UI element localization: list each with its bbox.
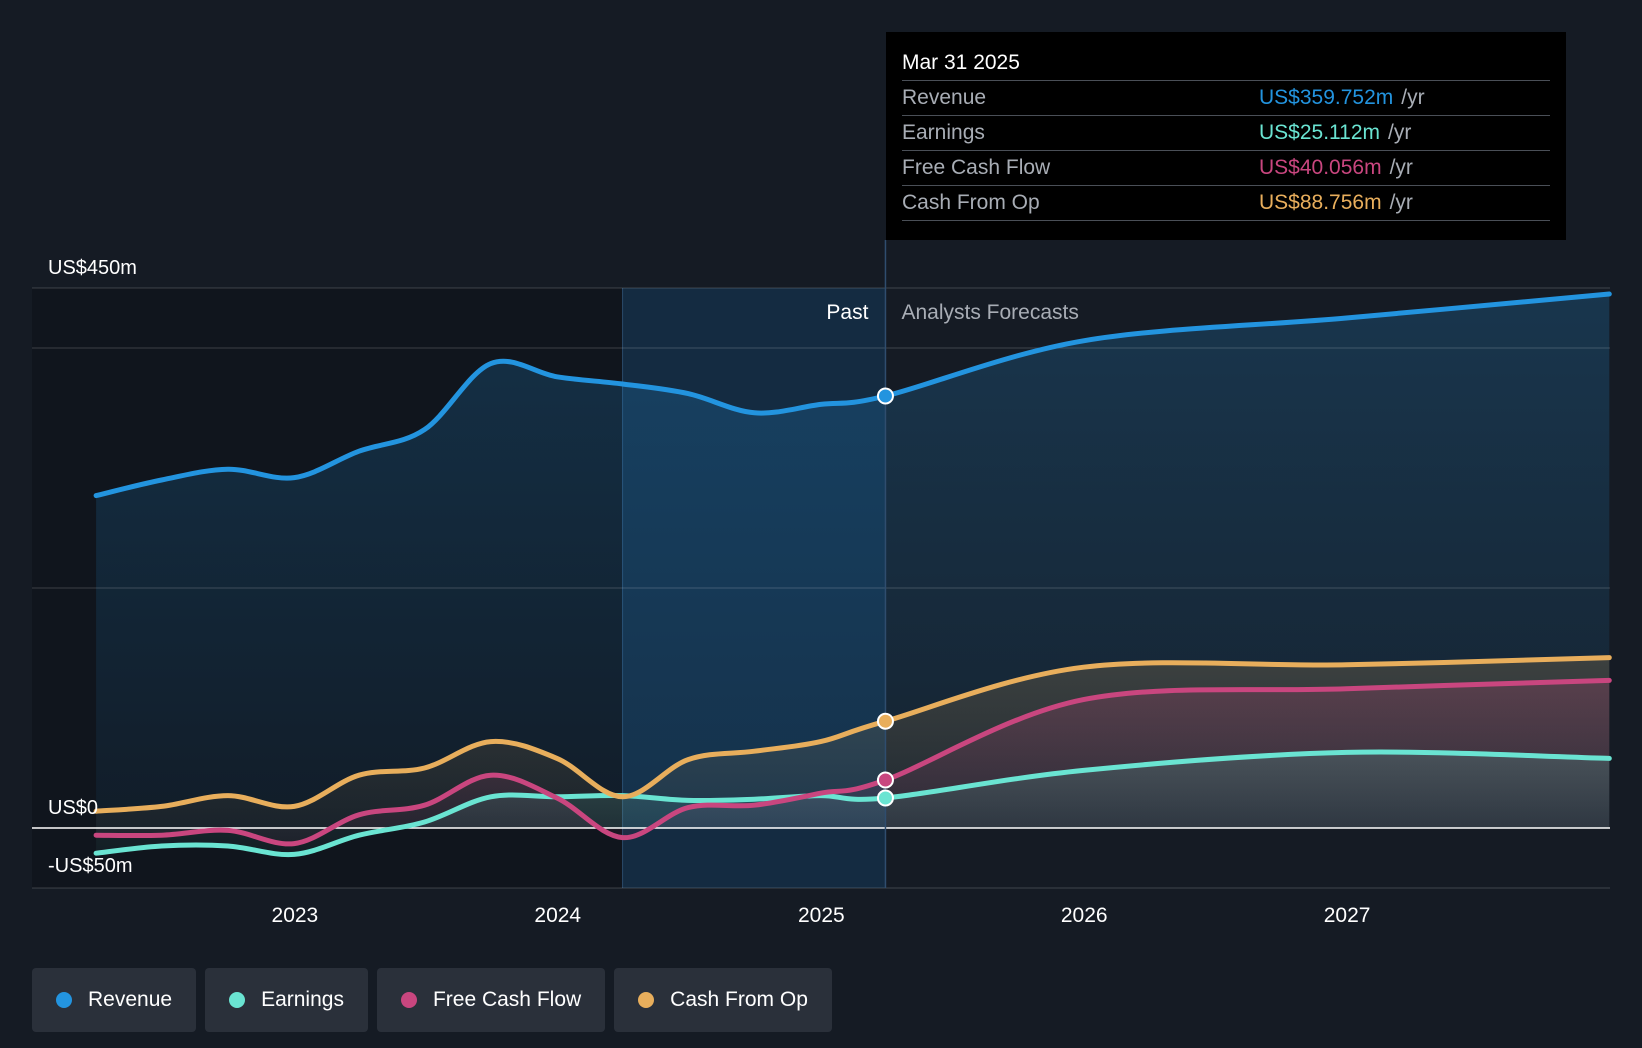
legend: Revenue Earnings Free Cash Flow Cash Fro… [32, 968, 832, 1032]
x-axis-label: 2025 [798, 904, 845, 927]
cash-from-op-dot-icon [638, 992, 655, 1008]
forecast-label: Analysts Forecasts [901, 301, 1078, 324]
tooltip-unit: /yr [1389, 191, 1413, 214]
x-axis-label: 2026 [1061, 904, 1108, 927]
line-free-cash-flow [93, 677, 1612, 847]
x-axis-label: 2023 [272, 904, 319, 927]
tooltip-value: US$88.756m [1259, 191, 1382, 214]
x-axis-label: 2024 [534, 904, 581, 927]
tooltip-name: Revenue [902, 86, 987, 109]
line-cash-from-op [93, 655, 1612, 814]
legend-item-cash-from-op[interactable]: Cash From Op [614, 968, 832, 1032]
marker-free-cash-flow [876, 771, 894, 789]
tooltip-row-revenue: Revenue US$359.752m /yr [902, 80, 1550, 115]
revenue-dot-icon [56, 992, 72, 1008]
tooltip-unit: /yr [1389, 156, 1413, 179]
line-revenue [93, 291, 1612, 499]
tooltip-value: US$25.112m [1259, 121, 1381, 144]
area-earnings [96, 752, 1610, 855]
legend-item-earnings[interactable]: Earnings [205, 968, 368, 1032]
marker-revenue [876, 387, 894, 405]
free-cash-flow-dot-icon [400, 992, 417, 1008]
line-earnings [93, 749, 1612, 858]
tooltip-row-cash-from-op: Cash From Op US$88.756m /yr [902, 185, 1550, 221]
x-axis-label: 2027 [1324, 904, 1371, 927]
tooltip-row-earnings: Earnings US$25.112m /yr [902, 115, 1550, 150]
tooltip-name: Earnings [902, 121, 985, 144]
tooltip-name: Free Cash Flow [902, 156, 1051, 179]
tooltip-unit: /yr [1388, 121, 1412, 144]
marker-cash-from-op [876, 712, 894, 730]
past-label: Past [826, 301, 868, 324]
tooltip-unit: /yr [1401, 86, 1425, 109]
legend-label: Earnings [261, 988, 344, 1011]
y-axis-label: US$0 [48, 797, 98, 819]
legend-item-free-cash-flow[interactable]: Free Cash Flow [376, 968, 606, 1032]
legend-item-revenue[interactable]: Revenue [32, 968, 197, 1032]
tooltip-row-free-cash-flow: Free Cash Flow US$40.056m /yr [902, 150, 1550, 185]
tooltip-name: Cash From Op [902, 191, 1040, 214]
tooltip-value: US$359.752m [1259, 86, 1394, 109]
tooltip-date: Mar 31 2025 [902, 51, 1020, 74]
legend-label: Free Cash Flow [432, 988, 582, 1011]
legend-label: Revenue [88, 988, 173, 1011]
earnings-dot-icon [229, 992, 246, 1008]
tooltip: Mar 31 2025 Revenue US$359.752m /yr Earn… [886, 32, 1566, 240]
marker-earnings [876, 789, 894, 807]
tooltip-value: US$40.056m [1259, 156, 1382, 179]
legend-label: Cash From Op [670, 988, 808, 1011]
y-axis-label: -US$50m [48, 855, 132, 877]
y-axis-label: US$450m [48, 257, 137, 279]
